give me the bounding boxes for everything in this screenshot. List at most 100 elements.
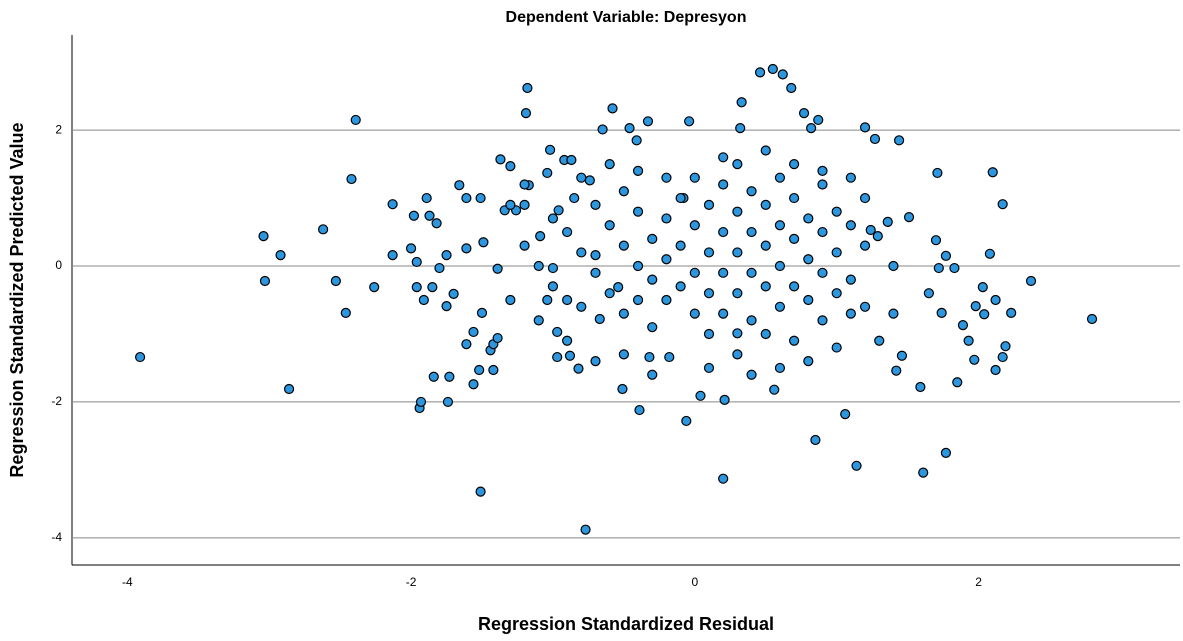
point (732, 206, 743, 217)
point (434, 262, 445, 274)
point (604, 288, 615, 299)
point (949, 262, 960, 274)
point (1006, 307, 1017, 319)
point (258, 231, 269, 242)
point (519, 179, 530, 190)
point (774, 362, 786, 374)
point (454, 180, 465, 191)
point (952, 377, 963, 388)
point (940, 447, 952, 458)
point (718, 473, 729, 484)
x-tick-label: 0 (691, 575, 698, 589)
point (275, 250, 286, 261)
point (984, 248, 995, 259)
y-tick-label: 2 (55, 122, 62, 136)
point (547, 281, 559, 292)
point (461, 243, 472, 254)
point (350, 114, 361, 126)
point (441, 301, 452, 312)
point (405, 243, 417, 254)
point (562, 226, 573, 238)
point (718, 152, 729, 163)
point (736, 97, 747, 108)
point (468, 326, 479, 338)
point (746, 226, 757, 238)
x-tick-label: 2 (975, 575, 982, 589)
point (474, 364, 485, 376)
point (923, 288, 934, 299)
point (642, 116, 654, 127)
point (718, 226, 729, 238)
point (505, 294, 516, 306)
point (283, 383, 295, 395)
point (604, 220, 615, 231)
point (767, 63, 778, 75)
point (806, 122, 817, 134)
point (476, 307, 488, 319)
point (932, 167, 943, 179)
point (1086, 313, 1098, 325)
point (718, 267, 729, 278)
point (448, 288, 459, 299)
point (562, 335, 573, 346)
point (681, 415, 692, 427)
point (644, 351, 655, 363)
point (259, 275, 271, 287)
point (760, 240, 771, 251)
point (746, 369, 757, 380)
point (786, 82, 797, 94)
point (647, 322, 658, 333)
point (789, 335, 800, 346)
point (442, 396, 454, 408)
point (519, 240, 530, 251)
point (684, 116, 695, 127)
point (519, 199, 530, 210)
point (569, 192, 580, 204)
point (940, 250, 952, 261)
point (798, 108, 810, 119)
point (590, 267, 601, 278)
point (492, 263, 503, 274)
point (803, 294, 814, 306)
point (387, 199, 398, 210)
point (387, 250, 398, 261)
point (746, 186, 757, 197)
point (134, 351, 146, 363)
point (774, 172, 786, 183)
point (703, 328, 715, 340)
point (547, 262, 559, 274)
point (661, 172, 672, 183)
point (817, 226, 828, 238)
point (632, 260, 644, 272)
point (746, 267, 757, 278)
point (634, 404, 645, 416)
point (719, 394, 730, 405)
point (831, 247, 842, 258)
point (675, 240, 686, 251)
point (478, 237, 489, 248)
y-tick-label: 0 (55, 258, 62, 272)
point (831, 288, 842, 299)
point (990, 364, 1001, 376)
point (851, 460, 862, 471)
point (957, 320, 969, 331)
point (891, 365, 902, 376)
point (888, 308, 899, 319)
point (803, 356, 814, 367)
point (865, 224, 876, 236)
point (732, 159, 743, 170)
point (461, 339, 472, 350)
y-tick-label: -4 (51, 530, 62, 544)
point (590, 356, 601, 367)
point (533, 260, 544, 272)
x-axis-label: Regression Standardized Residual (478, 614, 774, 634)
point (492, 332, 503, 344)
point (689, 308, 700, 319)
point (689, 267, 700, 278)
point (594, 313, 605, 325)
point (533, 315, 544, 326)
point (424, 210, 435, 221)
point (760, 145, 771, 156)
point (576, 247, 587, 258)
